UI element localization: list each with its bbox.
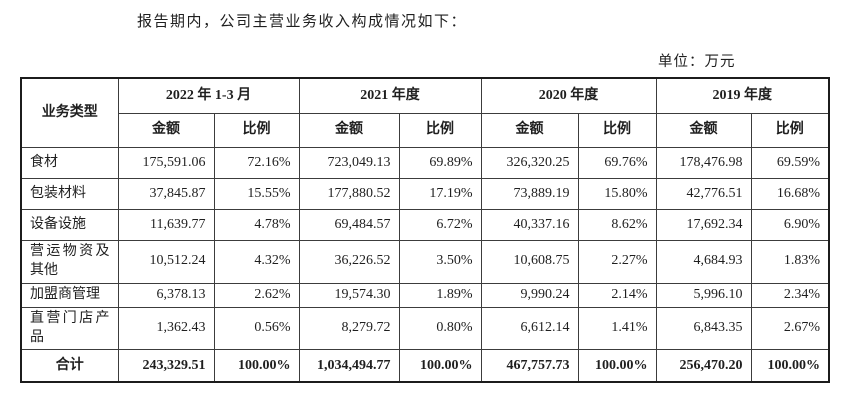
amount-cell: 6,378.13	[117, 282, 215, 308]
ratio-cell: 1.89%	[398, 282, 482, 308]
ratio-cell: 2.27%	[577, 240, 657, 284]
ratio-cell: 8.62%	[577, 209, 657, 241]
table-row: 加盟商管理 6,378.13 2.62% 19,574.30 1.89% 9,990.24…	[20, 282, 830, 308]
amount-cell: 6,612.14	[480, 306, 579, 351]
amount-cell: 19,574.30	[298, 282, 400, 308]
total-row: 合计 243,329.51 100.00% 1,034,494.77 100.00% 46…	[20, 349, 830, 383]
ratio-cell: 1.41%	[577, 306, 657, 351]
amount-cell: 36,226.52	[298, 240, 400, 284]
amount-cell: 723,049.13	[298, 147, 400, 179]
table-row: 食材 175,591.06 72.16% 723,049.13 69.89% 326,32…	[20, 147, 830, 179]
ratio-cell: 16.68%	[750, 178, 830, 210]
amount-cell: 10,512.24	[117, 240, 215, 284]
ratio-cell: 2.67%	[750, 306, 830, 351]
ratio-cell: 69.59%	[750, 147, 830, 179]
col-header-period-2020: 2020 年度	[480, 77, 657, 114]
table-row: 包装材料 37,845.87 15.55% 177,880.52 17.19% 73,88…	[20, 178, 830, 210]
amount-cell: 1,034,494.77	[298, 349, 400, 383]
ratio-cell: 4.32%	[213, 240, 300, 284]
ratio-cell: 1.83%	[750, 240, 830, 284]
ratio-cell: 15.55%	[213, 178, 300, 210]
col-header-ratio: 比例	[398, 113, 482, 148]
amount-cell: 69,484.57	[298, 209, 400, 241]
amount-cell: 17,692.34	[655, 209, 752, 241]
amount-cell: 178,476.98	[655, 147, 752, 179]
ratio-cell: 3.50%	[398, 240, 482, 284]
ratio-cell: 17.19%	[398, 178, 482, 210]
ratio-cell: 2.14%	[577, 282, 657, 308]
amount-cell: 467,757.73	[480, 349, 579, 383]
amount-cell: 326,320.25	[480, 147, 579, 179]
amount-cell: 10,608.75	[480, 240, 579, 284]
amount-cell: 42,776.51	[655, 178, 752, 210]
amount-cell: 1,362.43	[117, 306, 215, 351]
col-header-period-2019: 2019 年度	[655, 77, 830, 114]
amount-cell: 9,990.24	[480, 282, 579, 308]
business-type-label: 包装材料	[20, 178, 119, 210]
col-header-amount: 金额	[480, 113, 579, 148]
ratio-cell: 100.00%	[398, 349, 482, 383]
intro-text: 报告期内，公司主营业务收入构成情况如下：	[137, 14, 468, 30]
ratio-cell: 100.00%	[577, 349, 657, 383]
col-header-ratio: 比例	[213, 113, 300, 148]
amount-cell: 40,337.16	[480, 209, 579, 241]
ratio-cell: 0.56%	[213, 306, 300, 351]
business-type-label: 设备设施	[20, 209, 119, 241]
ratio-cell: 4.78%	[213, 209, 300, 241]
col-header-business-type: 业务类型	[20, 77, 119, 148]
ratio-cell: 100.00%	[750, 349, 830, 383]
amount-cell: 11,639.77	[117, 209, 215, 241]
col-header-ratio: 比例	[750, 113, 830, 148]
col-header-amount: 金额	[298, 113, 400, 148]
ratio-cell: 6.90%	[750, 209, 830, 241]
amount-cell: 37,845.87	[117, 178, 215, 210]
amount-cell: 6,843.35	[655, 306, 752, 351]
amount-cell: 243,329.51	[117, 349, 215, 383]
table-row: 营运物资及其他 10,512.24 4.32% 36,226.52 3.50% 10,60…	[20, 240, 830, 284]
amount-cell: 177,880.52	[298, 178, 400, 210]
header-row-periods: 业务类型 2022 年 1-3 月 2021 年度 2020 年度 2019 年…	[20, 77, 830, 148]
col-header-period-2021: 2021 年度	[298, 77, 482, 114]
ratio-cell: 69.89%	[398, 147, 482, 179]
table-row: 直营门店产品 1,362.43 0.56% 8,279.72 0.80% 6,612.14…	[20, 306, 830, 351]
amount-cell: 73,889.19	[480, 178, 579, 210]
table-row: 设备设施 11,639.77 4.78% 69,484.57 6.72% 40,337.1…	[20, 209, 830, 241]
ratio-cell: 2.34%	[750, 282, 830, 308]
ratio-cell: 2.62%	[213, 282, 300, 308]
col-header-amount: 金额	[655, 113, 752, 148]
ratio-cell: 0.80%	[398, 306, 482, 351]
business-type-label: 直营门店产品	[20, 306, 119, 351]
ratio-cell: 100.00%	[213, 349, 300, 383]
unit-label: 单位：万元	[658, 54, 736, 70]
ratio-cell: 69.76%	[577, 147, 657, 179]
ratio-cell: 6.72%	[398, 209, 482, 241]
business-type-label: 营运物资及其他	[20, 240, 119, 284]
amount-cell: 175,591.06	[117, 147, 215, 179]
total-label: 合计	[20, 349, 119, 383]
business-type-label: 食材	[20, 147, 119, 179]
ratio-cell: 15.80%	[577, 178, 657, 210]
business-type-label: 加盟商管理	[20, 282, 119, 308]
col-header-amount: 金额	[117, 113, 215, 148]
ratio-cell: 72.16%	[213, 147, 300, 179]
amount-cell: 256,470.20	[655, 349, 752, 383]
header-row-measures: 金额 比例 金额 比例 金额 比例 金额 比例	[21, 113, 830, 148]
revenue-composition-table: 业务类型 2022 年 1-3 月 2021 年度 2020 年度 2019 年…	[20, 77, 831, 384]
amount-cell: 4,684.93	[655, 240, 752, 284]
amount-cell: 8,279.72	[298, 306, 400, 351]
amount-cell: 5,996.10	[655, 282, 752, 308]
col-header-ratio: 比例	[577, 113, 657, 148]
col-header-period-2022: 2022 年 1-3 月	[117, 77, 300, 114]
